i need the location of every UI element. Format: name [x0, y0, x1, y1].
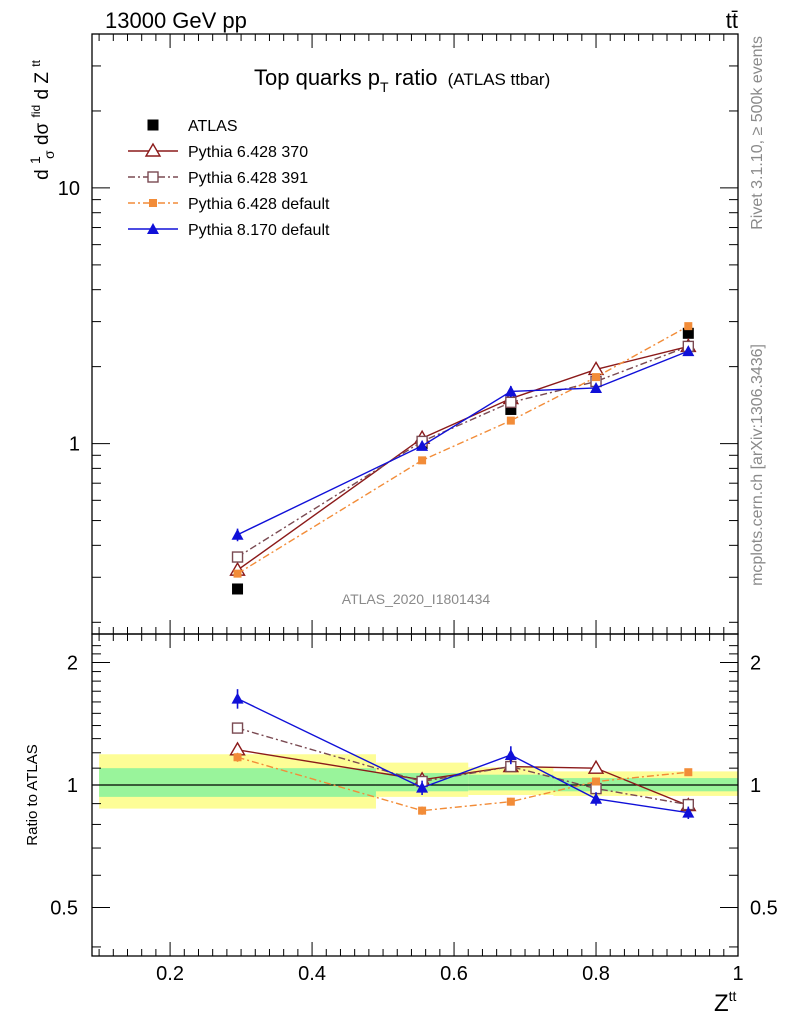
ratio-y-tick-label-right: 2: [750, 653, 761, 675]
ratio-y-tick-label-right: 0.5: [750, 897, 778, 919]
series-main-pythia-6-428-370: [229, 337, 697, 576]
legend-item: ATLAS: [147, 118, 238, 135]
x-tick-label: 0.4: [298, 963, 326, 985]
marker-square-small: [592, 373, 601, 382]
svg-text:d 1 σ dσ: d 1 σ dσ fid d Z tt: [24, 59, 59, 179]
ratio-y-tick-label: 0.5: [50, 897, 78, 919]
marker-triangle-filled: [504, 385, 517, 397]
green-band-bin: [99, 768, 376, 797]
legend-label: Pythia 6.428 370: [188, 144, 308, 161]
chart-title: Top quarks pT ratio (ATLAS ttbar): [254, 65, 550, 95]
marker-triangle-filled: [416, 439, 429, 451]
series-line: [237, 350, 689, 536]
ratio-y-tick-label: 2: [67, 653, 78, 675]
marker-square-small: [418, 456, 427, 465]
marker-square-small: [684, 322, 693, 331]
marker-triangle-filled: [590, 792, 603, 804]
series-main-pythia-8-170-default: [231, 345, 695, 542]
energy-label: 13000 GeV pp: [105, 8, 247, 33]
marker-square-open: [231, 722, 244, 734]
x-tick-label: 1: [732, 963, 743, 985]
legend-item: Pythia 8.170 default: [128, 222, 330, 239]
marker-square-open: [231, 551, 244, 563]
marker-square-small: [684, 768, 693, 777]
legend: ATLAS Pythia 6.428 370 Pythia 6.428 391 Pyt…: [128, 118, 330, 239]
ratio-plot-frame: [91, 633, 739, 957]
x-tick-label: 0.6: [440, 963, 468, 985]
process-label: tt̄: [726, 8, 738, 33]
title-subscript: T: [380, 79, 389, 95]
y-tick-label: 1: [69, 434, 80, 456]
x-tick-label: 0.8: [582, 963, 610, 985]
marker-square-open: [505, 396, 517, 409]
marker-triangle-filled: [504, 749, 517, 761]
legend-label: Pythia 6.428 default: [188, 196, 330, 213]
marker-triangle-filled: [682, 345, 695, 357]
ratio-ylabel: Ratio to ATLAS: [24, 744, 41, 845]
marker-triangle-open: [587, 759, 605, 774]
marker-triangle-filled: [590, 381, 603, 393]
marker-triangle-filled: [231, 528, 244, 540]
data-series: [229, 322, 697, 819]
series-line: [237, 727, 689, 806]
analysis-watermark: ATLAS_2020_I1801434: [342, 591, 491, 607]
marker-square-small: [149, 199, 157, 207]
ratio-y-tick-label: 1: [67, 775, 78, 797]
series-main-pythia-6-428-391: [231, 340, 695, 563]
marker-square: [147, 119, 159, 131]
x-tick-label: 0.2: [156, 963, 184, 985]
marker-square-small: [233, 569, 242, 578]
green-band-bin: [468, 774, 554, 791]
marker-square: [505, 403, 517, 415]
marker-square: [682, 327, 694, 339]
marker-square-small: [592, 777, 601, 786]
marker-triangle-filled: [231, 692, 244, 704]
marker-triangle-open: [144, 142, 162, 157]
x-axis-label: Ztt: [714, 988, 737, 1017]
marker-square-open: [147, 171, 159, 183]
marker-square-small: [506, 416, 515, 425]
legend-item: Pythia 6.428 391: [128, 170, 308, 187]
legend-label: Pythia 8.170 default: [188, 222, 330, 239]
title-rest: ratio: [389, 65, 438, 90]
axes: 0.2 0.4 0.6 0.8 1 1 10 0.5 0.5 1 1 2 2: [50, 33, 778, 985]
svg-text:Top quarks pT ratio (ATL: Top quarks pT ratio (ATLAS ttbar): [254, 65, 550, 95]
series-main-atlas: [232, 327, 694, 595]
series-line: [237, 345, 689, 571]
main-ylabel: d 1 σ dσ fid d Z tt: [24, 59, 59, 179]
marker-square-small: [233, 753, 242, 762]
legend-label: ATLAS: [188, 118, 238, 135]
marker-square-small: [506, 797, 515, 806]
legend-item: Pythia 6.428 370: [128, 142, 308, 161]
title-main: Top quarks p: [254, 65, 380, 90]
ratio-y-tick-label-right: 1: [750, 775, 761, 797]
title-small: (ATLAS ttbar): [448, 70, 551, 89]
marker-triangle-filled: [416, 781, 429, 793]
marker-triangle-filled: [682, 806, 695, 818]
series-line: [237, 345, 689, 558]
svg-text:Ztt: Ztt: [714, 988, 737, 1017]
mcplots-label: mcplots.cern.ch [arXiv:1306.3436]: [749, 344, 766, 586]
rivet-label: Rivet 3.1.10, ≥ 500k events: [749, 36, 766, 230]
marker-triangle-filled: [147, 223, 159, 234]
marker-square-small: [418, 806, 427, 815]
ratio-uncertainty-bands: [92, 754, 738, 809]
legend-item: Pythia 6.428 default: [128, 196, 330, 213]
marker-square: [232, 583, 244, 595]
y-tick-label: 10: [58, 178, 80, 200]
series-main-pythia-6-428-default: [233, 322, 693, 578]
series-ratio-pythia-6-428-default: [233, 752, 693, 815]
series-line: [237, 325, 689, 575]
series-ratio-pythia-8-170-default: [231, 689, 695, 819]
legend-label: Pythia 6.428 391: [188, 170, 308, 187]
